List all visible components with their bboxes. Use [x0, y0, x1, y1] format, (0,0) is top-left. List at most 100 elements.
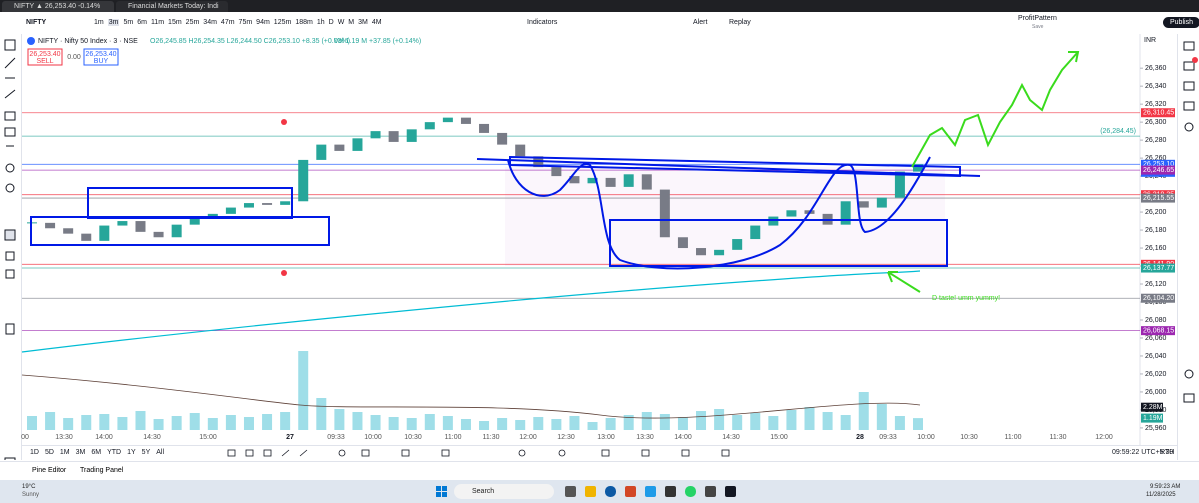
volume-bar: [876, 404, 887, 430]
volume-bar: [27, 416, 37, 430]
icon[interactable]: [4, 111, 16, 121]
x-tick-label: 28: [856, 434, 864, 441]
interval[interactable]: 3m: [107, 19, 120, 26]
range[interactable]: All: [156, 449, 165, 456]
interval[interactable]: 3M: [358, 19, 368, 26]
x-tick-label: 10:00: [364, 434, 382, 441]
candle: [352, 138, 363, 151]
range[interactable]: 6M: [91, 449, 102, 456]
currency: INR: [1144, 37, 1156, 44]
icon[interactable]: [4, 39, 16, 51]
candle: [894, 171, 905, 198]
range[interactable]: 5Y: [141, 449, 151, 456]
intervals: 1m 3m 5m 6m 11m 15m 25m 34m 47m 75m 94m 125m 188m 1h D…: [94, 19, 386, 26]
icon[interactable]: [4, 57, 16, 69]
drawn-line: [509, 155, 961, 178]
candle: [117, 221, 128, 226]
interval[interactable]: 25m: [185, 19, 200, 26]
volume-bar: [460, 419, 471, 430]
icon[interactable]: [4, 229, 16, 241]
alert[interactable]: Alert: [693, 19, 708, 26]
volume-bar: [352, 412, 363, 430]
replay[interactable]: Replay: [729, 19, 751, 26]
interval[interactable]: W: [337, 19, 345, 26]
interval[interactable]: M: [348, 19, 355, 26]
tab[interactable]: NIFTY ▲ 26,253.40 -0.14%: [2, 1, 114, 12]
session-shade: [505, 167, 945, 267]
icon[interactable]: [5, 163, 15, 173]
icon[interactable]: [1183, 61, 1195, 71]
candle: [641, 174, 652, 190]
price-label-box: [1141, 159, 1175, 169]
sidebar-icons: [1183, 41, 1198, 403]
volume-bar: [677, 417, 688, 430]
candle: [768, 216, 779, 226]
start-button[interactable]: [436, 486, 448, 498]
x-tick-label: 15:00: [199, 434, 217, 441]
publish-button[interactable]: Publish: [1163, 17, 1199, 28]
range[interactable]: 3M: [75, 449, 86, 456]
candle: [460, 117, 471, 124]
interval[interactable]: 34m: [203, 19, 217, 26]
indicators[interactable]: Indicators: [527, 19, 558, 26]
range[interactable]: 1D: [30, 449, 39, 456]
x-tick-label: 14:00: [674, 434, 692, 441]
x-tick-label: 14:30: [143, 434, 161, 441]
session[interactable]: RTH: [1160, 449, 1175, 456]
interval[interactable]: 75m: [238, 19, 253, 26]
interval[interactable]: 125m: [273, 19, 292, 26]
x-tick-label: 00: [21, 434, 29, 441]
volume-bar: [533, 417, 544, 430]
icon[interactable]: [1183, 101, 1195, 111]
sell-button[interactable]: [27, 48, 63, 66]
icon[interactable]: [4, 457, 16, 469]
volume-bar: [641, 412, 652, 430]
interval[interactable]: 188m: [295, 19, 313, 26]
icon[interactable]: [5, 323, 15, 335]
icon[interactable]: [4, 89, 16, 99]
interval[interactable]: 15m: [168, 19, 182, 26]
panel-tab[interactable]: Pine Editor: [32, 467, 67, 474]
icon[interactable]: [5, 183, 15, 193]
y-tick-label: 26,060: [1145, 335, 1167, 342]
interval[interactable]: 1h: [316, 19, 325, 26]
candle: [99, 225, 110, 241]
range[interactable]: YTD: [107, 449, 122, 456]
interval[interactable]: 94m: [256, 19, 270, 26]
price-label-box: [1141, 293, 1175, 303]
layout-name[interactable]: ProfitPattern: [1018, 15, 1057, 22]
search-box[interactable]: Search: [454, 484, 554, 499]
range[interactable]: 1M: [59, 449, 70, 456]
x-tick-label: 09:33: [879, 434, 897, 441]
taskbar-date: 11/28/2025: [1146, 492, 1176, 498]
panel-tabs: Pine Editor Trading Panel: [0, 461, 1199, 479]
interval[interactable]: 47m: [220, 19, 235, 26]
icon[interactable]: [5, 269, 15, 279]
tool-icons: [4, 39, 16, 469]
icon[interactable]: [1183, 393, 1195, 403]
interval[interactable]: D: [328, 19, 334, 26]
buy-button[interactable]: [83, 48, 119, 66]
volume-bar: [822, 412, 833, 430]
interval[interactable]: 11m: [150, 19, 165, 26]
x-tick-label: 12:30: [557, 434, 575, 441]
tab[interactable]: Financial Markets Today: Indi: [116, 1, 228, 12]
annotation: D taste! umm yummy!: [932, 295, 1000, 302]
interval[interactable]: 6m: [137, 19, 147, 26]
interval[interactable]: 4M: [371, 19, 382, 26]
range[interactable]: 1Y: [127, 449, 136, 456]
x-tick-label: 12:00: [519, 434, 537, 441]
icon[interactable]: [1184, 122, 1194, 132]
icon[interactable]: [1183, 81, 1195, 91]
interval[interactable]: 5m: [123, 19, 134, 26]
icon[interactable]: [5, 251, 15, 261]
interval[interactable]: 1m: [94, 19, 104, 26]
candle: [171, 224, 182, 238]
symbol[interactable]: NIFTY: [26, 19, 47, 26]
icon[interactable]: [4, 127, 16, 137]
volume-label: 2.28M: [1143, 404, 1163, 411]
icon[interactable]: [1184, 369, 1194, 379]
range[interactable]: 5D: [44, 449, 54, 456]
icon[interactable]: [1183, 41, 1195, 51]
panel-tab[interactable]: Trading Panel: [80, 467, 124, 474]
